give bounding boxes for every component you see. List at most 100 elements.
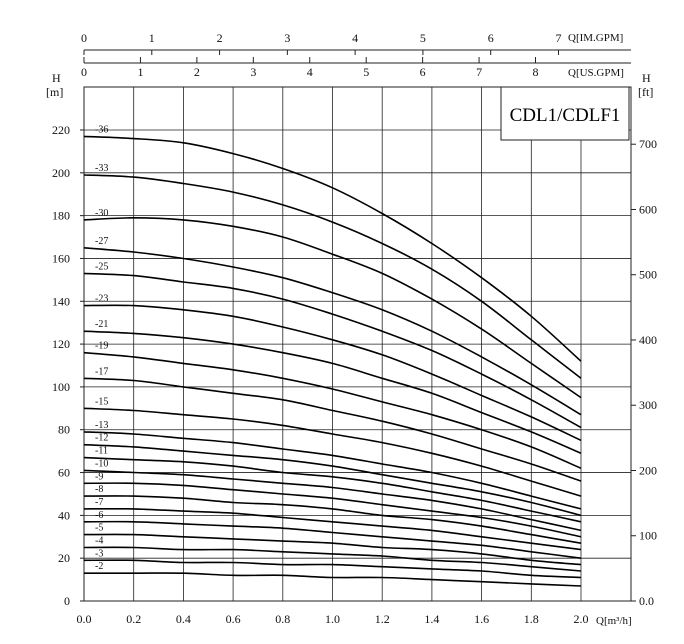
top-us-tick-label: 7: [476, 65, 482, 79]
curve-group: [83, 135, 582, 587]
x-tick-label: 0.4: [176, 612, 191, 626]
top-im-tick-label: 5: [420, 31, 426, 45]
curve-stage-27: [83, 247, 582, 416]
top-us-tick-label: 5: [363, 65, 369, 79]
x-tick-label: 1.4: [424, 612, 439, 626]
stage-label: -15: [95, 396, 108, 407]
x-tick-label: 1.6: [474, 612, 489, 626]
curve-stage-7: [83, 507, 582, 551]
top-axis-im-gpm-title: Q[IM.GPM]: [568, 32, 623, 44]
curve-stage-12: [83, 443, 582, 517]
stage-label: -33: [95, 163, 108, 174]
left-tick-label: 40: [58, 508, 70, 522]
left-tick-label: 80: [58, 423, 70, 437]
right-axis: 0.0 100 200 300 400 500 600 700: [631, 137, 657, 608]
curve-stage-3: [83, 559, 582, 579]
model-label: CDL1/CDLF1: [510, 105, 621, 126]
top-us-tick-label: 8: [533, 65, 539, 79]
curve-stage-10: [83, 469, 582, 532]
model-label-box: [500, 86, 630, 141]
top-axis-us-gpm: 0 1 2 3 4 5 6 7 8: [81, 57, 631, 79]
right-tick-label: 600: [639, 202, 657, 216]
left-tick-label: 100: [52, 380, 70, 394]
stage-label: -17: [95, 366, 108, 377]
top-im-tick-label: 7: [555, 31, 561, 45]
top-us-tick-label: 0: [81, 65, 87, 79]
curve-stage-8: [83, 495, 582, 544]
top-axis-us-gpm-title: Q[US.GPM]: [568, 67, 624, 79]
top-us-tick-label: 4: [307, 65, 313, 79]
curve-stage-2: [84, 572, 582, 587]
stage-label: -11: [95, 446, 108, 457]
stage-label: -10: [95, 458, 108, 469]
stage-label: -7: [95, 497, 103, 508]
stage-label: -30: [95, 208, 108, 219]
stage-label: -3: [95, 548, 103, 559]
x-tick-label: 0.2: [126, 612, 141, 626]
x-tick-label: 0.8: [275, 612, 290, 626]
stage-label: -19: [95, 341, 108, 352]
left-tick-label: 140: [52, 294, 70, 308]
left-tick-label: 20: [58, 551, 70, 565]
x-tick-label: 1.8: [524, 612, 539, 626]
right-axis-unit: [ft]: [638, 85, 653, 99]
curve-stage-19: [83, 351, 582, 470]
x-axis-title: Q[m³/h]: [596, 615, 632, 627]
top-axis-im-gpm: 0 1 2 3 4 5 6 7: [81, 31, 631, 55]
x-tick-label: 1.0: [325, 612, 340, 626]
curve-stage-30: [83, 216, 582, 399]
right-tick-label: 0.0: [639, 594, 654, 608]
right-tick-label: 700: [639, 137, 657, 151]
left-axis-unit: [m]: [46, 85, 63, 99]
right-tick-label: 300: [639, 398, 657, 412]
left-tick-label: 120: [52, 337, 70, 351]
stage-label: -4: [95, 535, 103, 546]
left-tick-label: 60: [58, 466, 70, 480]
top-im-tick-label: 0: [81, 31, 87, 45]
stage-label: -25: [95, 261, 108, 272]
right-axis-title: H: [642, 71, 651, 85]
curve-stage-6: [83, 520, 582, 559]
top-im-tick-label: 1: [149, 31, 155, 45]
top-us-tick-label: 3: [250, 65, 256, 79]
curve-stage-17: [83, 377, 582, 482]
left-tick-label: 160: [52, 251, 70, 265]
left-tick-label: 220: [52, 123, 70, 137]
stage-label: -21: [95, 319, 108, 330]
stage-label-group: -36-33-30-27-25-23-21-19-17-15-13-12-11-…: [95, 124, 108, 572]
x-tick-label: 0.6: [226, 612, 241, 626]
left-tick-label: 200: [52, 166, 70, 180]
stage-label: -9: [95, 471, 103, 482]
curve-stage-9: [83, 482, 582, 538]
left-axis-title: H: [52, 71, 61, 85]
x-tick-label: 1.2: [375, 612, 390, 626]
left-tick-label: 0: [64, 594, 70, 608]
curve-stage-21: [83, 330, 582, 455]
stage-label: -6: [95, 510, 103, 521]
top-us-tick-label: 1: [137, 65, 143, 79]
stage-label: -8: [95, 484, 103, 495]
curve-stage-23: [83, 304, 582, 442]
top-im-tick-label: 3: [284, 31, 290, 45]
stage-label: -2: [95, 561, 103, 572]
stage-label: -23: [95, 294, 108, 305]
top-us-tick-label: 2: [194, 65, 200, 79]
top-im-tick-label: 6: [488, 31, 494, 45]
top-im-tick-label: 2: [217, 31, 223, 45]
curve-stage-5: [83, 533, 582, 566]
curve-stage-4: [83, 546, 582, 572]
curve-stage-15: [83, 407, 582, 497]
top-im-tick-label: 4: [352, 31, 358, 45]
bottom-axis: 0.0 0.2 0.4 0.6 0.8 1.0 1.2 1.4 1.6 1.8 2.0: [77, 612, 589, 626]
curve-stage-25: [83, 272, 582, 429]
stage-label: -27: [95, 236, 108, 247]
right-tick-label: 100: [639, 529, 657, 543]
stage-label: -13: [95, 420, 108, 431]
left-axis: 0 20 40 60 80 100 120 140 160 180 200 220: [52, 123, 84, 608]
x-tick-label: 2.0: [574, 612, 589, 626]
stage-label: -5: [95, 523, 103, 534]
curve-stage-33: [83, 174, 582, 379]
x-tick-label: 0.0: [77, 612, 92, 626]
top-us-tick-label: 6: [420, 65, 426, 79]
